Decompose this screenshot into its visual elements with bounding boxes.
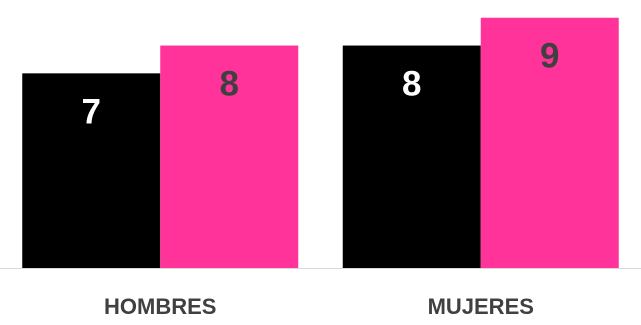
bar-mujeres-2 bbox=[480, 17, 619, 268]
data-label-mujeres-1: 8 bbox=[402, 65, 421, 104]
bar-hombres-2 bbox=[160, 45, 299, 269]
bars-group bbox=[22, 17, 619, 269]
bar-hombres-1 bbox=[22, 73, 161, 268]
category-labels-group: HOMBRES MUJERES bbox=[104, 294, 534, 319]
bar-mujeres-1 bbox=[342, 45, 481, 269]
data-label-hombres-2: 8 bbox=[220, 65, 239, 104]
data-label-mujeres-2: 9 bbox=[540, 37, 559, 76]
category-label-hombres: HOMBRES bbox=[104, 294, 216, 319]
data-label-hombres-1: 7 bbox=[82, 92, 101, 131]
category-label-mujeres: MUJERES bbox=[428, 294, 534, 319]
data-labels-group: 7 8 8 9 bbox=[82, 37, 560, 132]
